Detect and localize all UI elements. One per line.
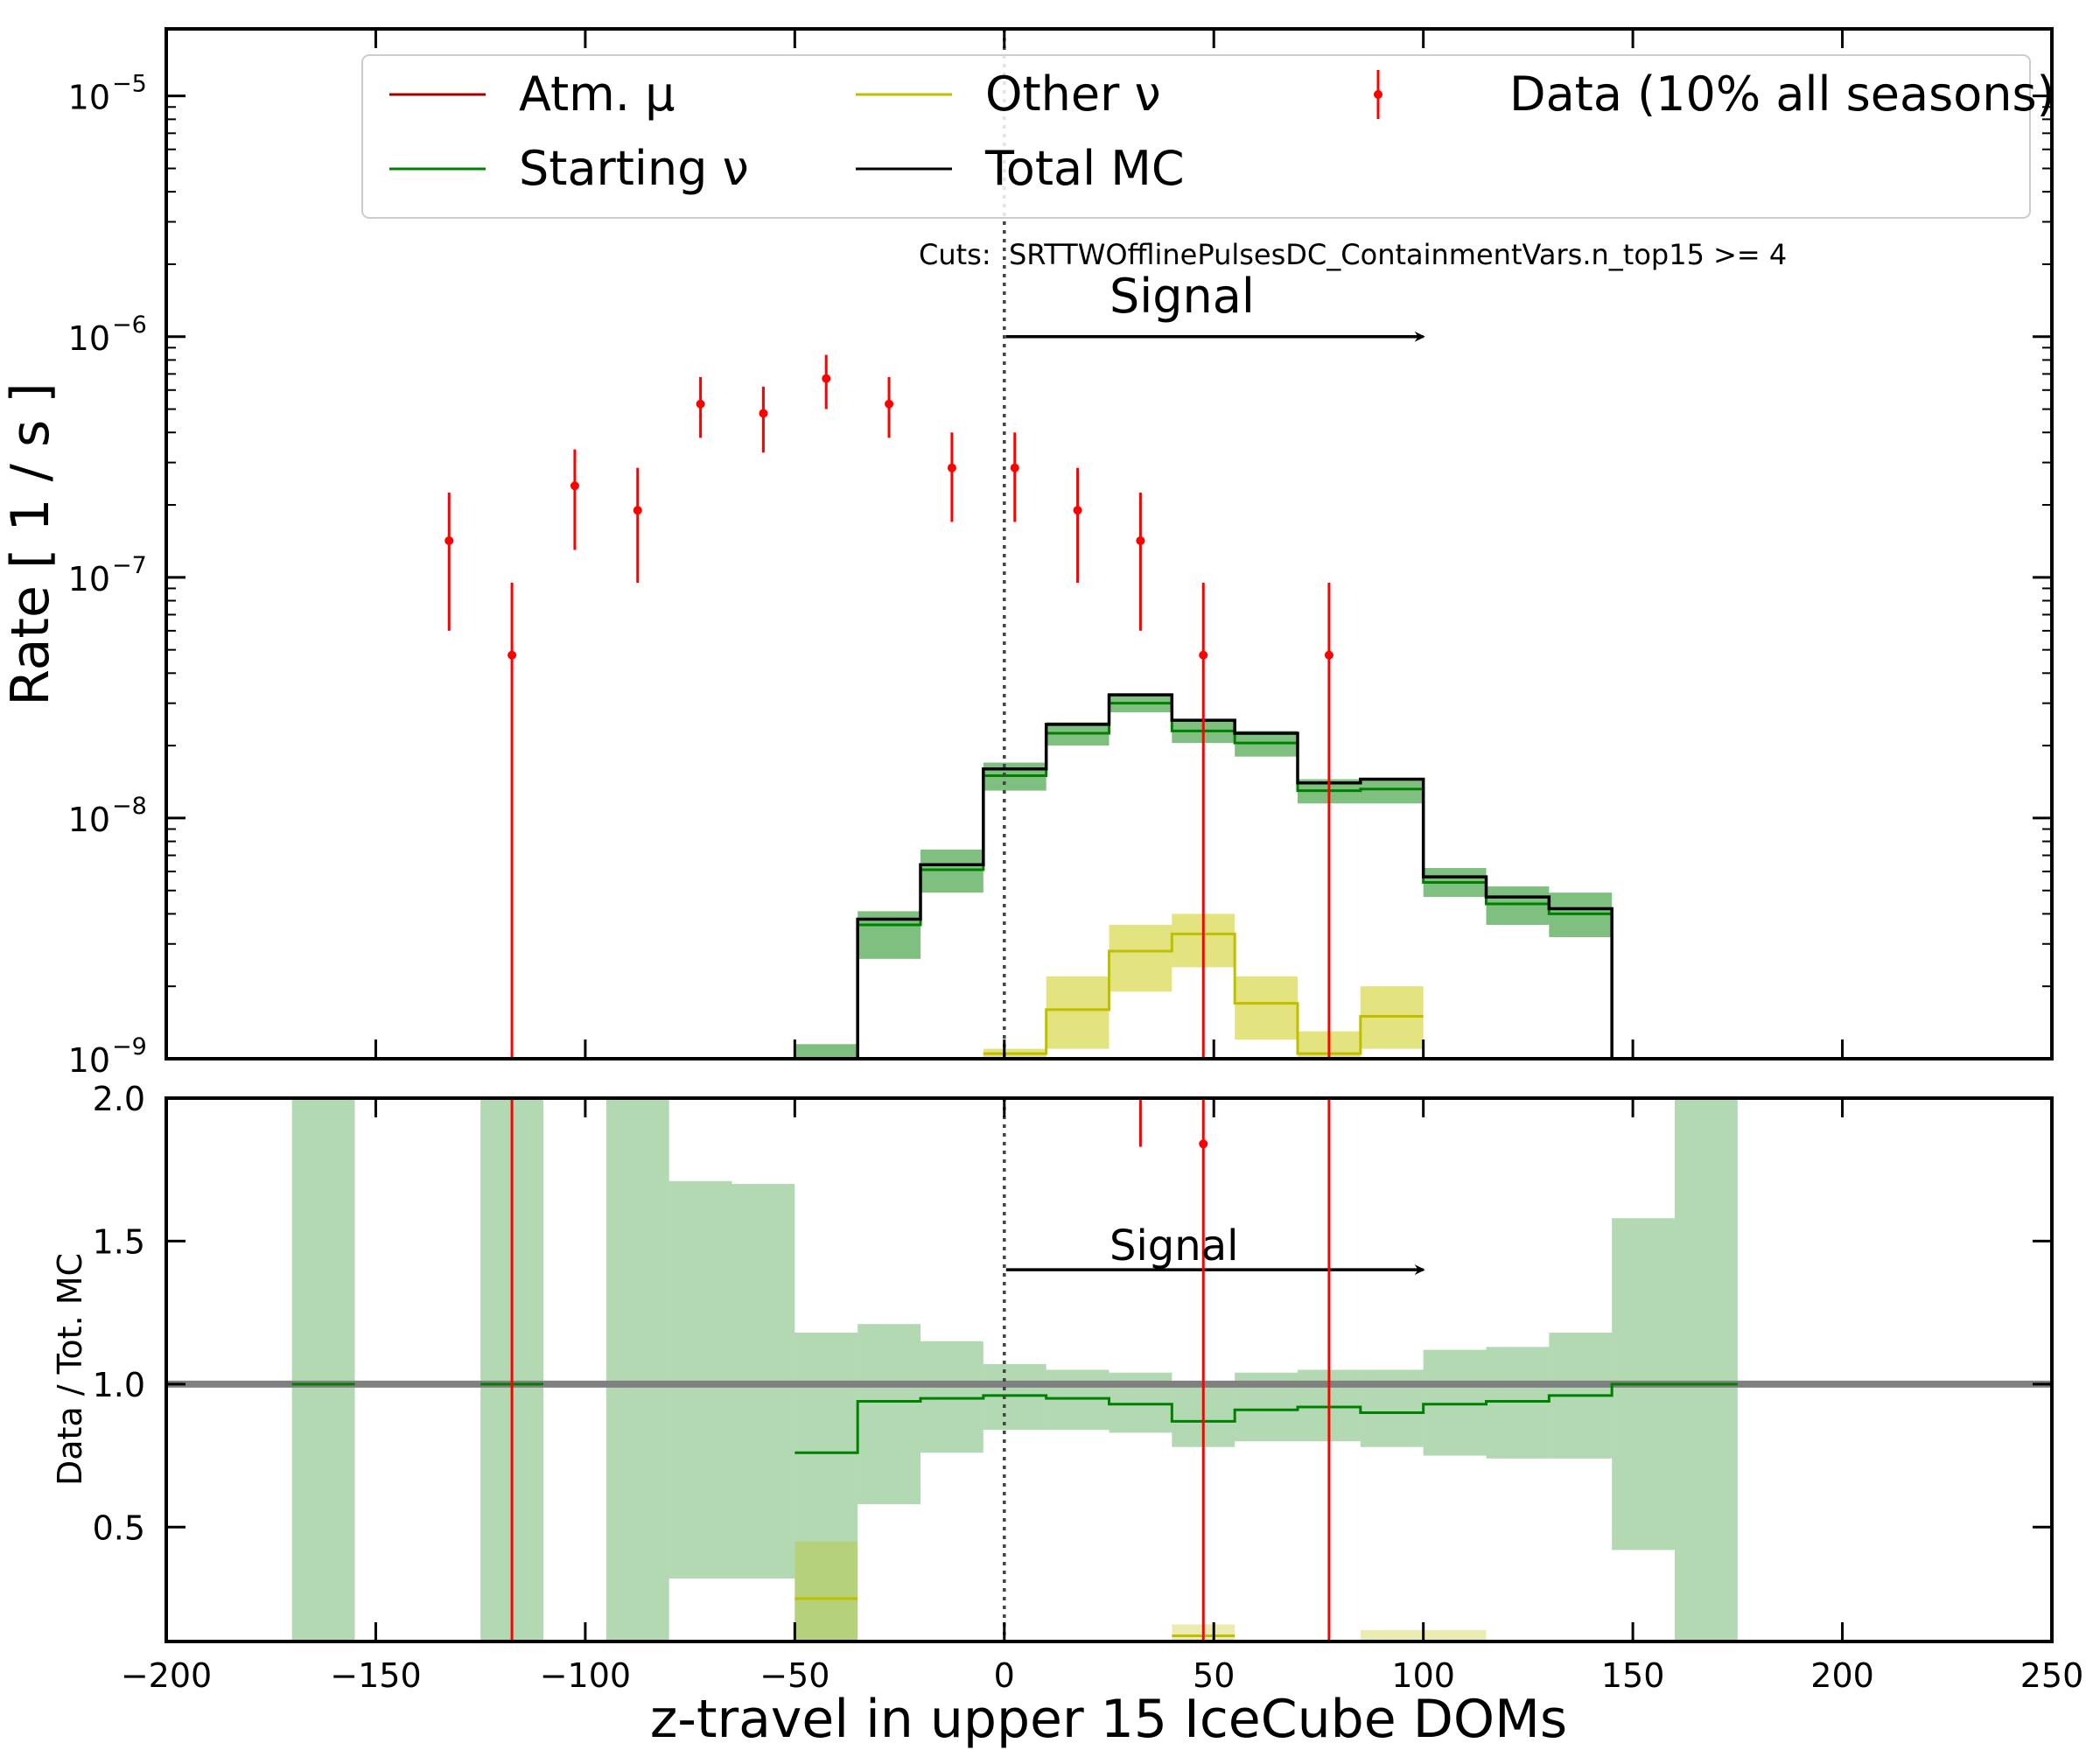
starting-nu-band-9 bbox=[1360, 779, 1424, 804]
ratio-starting-nu-band-8 bbox=[983, 1363, 1046, 1431]
other-nu-band-2 bbox=[1109, 924, 1172, 992]
data-point-0 bbox=[444, 536, 454, 545]
x-tick-label-8: 200 bbox=[1810, 1656, 1874, 1695]
legend-label-total-mc: Total MC bbox=[984, 141, 1185, 196]
legend: Atm. μ Starting ν Other ν Total MC Data (10%… bbox=[361, 54, 2055, 219]
ratio-starting-nu-band-2 bbox=[606, 1098, 669, 1642]
main-axes: 10−910−810−710−610−5 bbox=[68, 29, 2054, 1080]
ratio-y-axis-label: Data / Tot. MC bbox=[51, 1253, 89, 1486]
ratio-starting-nu-band-7 bbox=[920, 1340, 984, 1453]
ratio-y-tick-label-1: 1.0 bbox=[93, 1366, 145, 1404]
legend-entry-atm: Atm. μ bbox=[389, 66, 675, 122]
ratio-data-point-0 bbox=[508, 1065, 516, 1074]
data-point-4 bbox=[696, 399, 705, 409]
x-tick-label-3: −50 bbox=[760, 1656, 830, 1695]
data-point-13 bbox=[1324, 650, 1334, 660]
x-tick-label-4: 0 bbox=[994, 1656, 1015, 1695]
x-tick-label-5: 50 bbox=[1193, 1656, 1235, 1695]
x-tick-label-2: −100 bbox=[540, 1656, 631, 1695]
x-tick-label-9: 250 bbox=[2020, 1656, 2084, 1695]
ratio-starting-nu-band-19 bbox=[1675, 1098, 1738, 1642]
cuts-label: Cuts: SRTTWOfflinePulsesDC_ContainmentVa… bbox=[919, 238, 1787, 271]
main-y-tick-label-2: 10 bbox=[68, 560, 110, 598]
ratio-starting-nu-band-6 bbox=[858, 1324, 920, 1505]
main-y-tick-label-0: 10 bbox=[68, 1041, 110, 1080]
ratio-y-tick-label-0: 0.5 bbox=[93, 1508, 145, 1547]
main-y-tick-label-4: 10 bbox=[68, 79, 110, 117]
ratio-starting-nu-band-0 bbox=[291, 1098, 355, 1642]
ratio-y-tick-label-2: 1.5 bbox=[93, 1222, 145, 1261]
main-axes-frame bbox=[164, 27, 2054, 1060]
ratio-other-nu-band-0 bbox=[794, 1541, 858, 1642]
ratio-data-point-1 bbox=[1136, 1037, 1144, 1046]
data-point-11 bbox=[1136, 536, 1145, 545]
main-plot-area bbox=[444, 29, 1614, 1059]
x-axis-label: z-travel in upper 15 IceCube DOMs bbox=[650, 1689, 1567, 1750]
legend-swatch-dot bbox=[1374, 90, 1382, 99]
main-panel: 10−910−810−710−610−5 Rate [ 1 / s ] Cuts… bbox=[0, 27, 2055, 1080]
legend-entry-other: Other ν bbox=[856, 66, 1161, 122]
main-y-tick-exponent-3: −6 bbox=[112, 312, 147, 339]
ratio-starting-nu-band-16 bbox=[1486, 1347, 1550, 1459]
total-mc-line bbox=[856, 693, 1614, 1059]
main-y-tick-label-3: 10 bbox=[68, 319, 110, 358]
data-point-2 bbox=[570, 481, 579, 491]
legend-label-starting: Starting ν bbox=[519, 141, 749, 196]
ratio-y-tick-label-3: 2.0 bbox=[93, 1080, 145, 1118]
ratio-other-nu-line bbox=[794, 1597, 1236, 1637]
legend-label-data-10-all-seasons: Data (10% all seasons) bbox=[1509, 66, 2055, 122]
main-signal-label: Signal bbox=[1110, 269, 1255, 324]
other-nu-band-1 bbox=[1046, 976, 1110, 1049]
ratio-starting-nu-band-3 bbox=[668, 1180, 732, 1579]
main-y-tick-exponent-0: −9 bbox=[112, 1033, 147, 1060]
ratio-data-point-2 bbox=[1199, 1139, 1208, 1149]
legend-label-other: Other ν bbox=[985, 66, 1161, 122]
starting-nu-band-0 bbox=[794, 1044, 858, 1059]
main-y-tick-exponent-1: −8 bbox=[112, 793, 147, 820]
legend-entry-total-mc: Total MC bbox=[856, 141, 1185, 196]
data-point-3 bbox=[633, 506, 642, 515]
data-point-12 bbox=[1199, 650, 1208, 660]
ratio-starting-nu-band-9 bbox=[1046, 1369, 1110, 1431]
legend-box bbox=[361, 54, 2031, 219]
legend-label-atm: Atm. μ bbox=[519, 66, 675, 122]
legend-entry-data-10-all-seasons: Data (10% all seasons) bbox=[1374, 66, 2055, 122]
data-point-8 bbox=[947, 463, 956, 472]
other-nu-band-4 bbox=[1235, 976, 1298, 1040]
main-y-axis-label: Rate [ 1 / s ] bbox=[0, 382, 61, 705]
x-tick-label-0: −200 bbox=[121, 1656, 212, 1695]
ratio-starting-nu-band-15 bbox=[1423, 1349, 1487, 1456]
ratio-axes: 0.5 1.0 1.5 2.0 −200 −150 −100 −50 0 50 100 150 200 2… bbox=[93, 1080, 2084, 1695]
legend-entry-starting: Starting ν bbox=[389, 141, 749, 196]
ratio-signal-label: Signal bbox=[1110, 1222, 1238, 1270]
x-tick-label-6: 100 bbox=[1391, 1656, 1455, 1695]
x-tick-label-1: −150 bbox=[330, 1656, 421, 1695]
data-point-9 bbox=[1010, 463, 1019, 472]
starting-nu-band-2 bbox=[920, 849, 984, 893]
ratio-panel: 0.5 1.0 1.5 2.0 −200 −150 −100 −50 0 50 100 150 200 2… bbox=[51, 1037, 2084, 1750]
main-y-tick-label-1: 10 bbox=[68, 801, 110, 839]
data-point-5 bbox=[759, 409, 768, 418]
x-tick-label-7: 150 bbox=[1601, 1656, 1665, 1695]
main-y-tick-exponent-4: −5 bbox=[112, 71, 147, 98]
data-point-6 bbox=[822, 374, 831, 383]
starting-nu-band-11 bbox=[1486, 886, 1550, 925]
ratio-plot-area bbox=[166, 1037, 2052, 1642]
data-point-10 bbox=[1073, 506, 1082, 515]
ratio-axes-frame bbox=[164, 1096, 2054, 1643]
data-point-7 bbox=[885, 399, 894, 409]
main-y-tick-exponent-2: −7 bbox=[112, 552, 147, 579]
data-point-1 bbox=[508, 650, 517, 660]
